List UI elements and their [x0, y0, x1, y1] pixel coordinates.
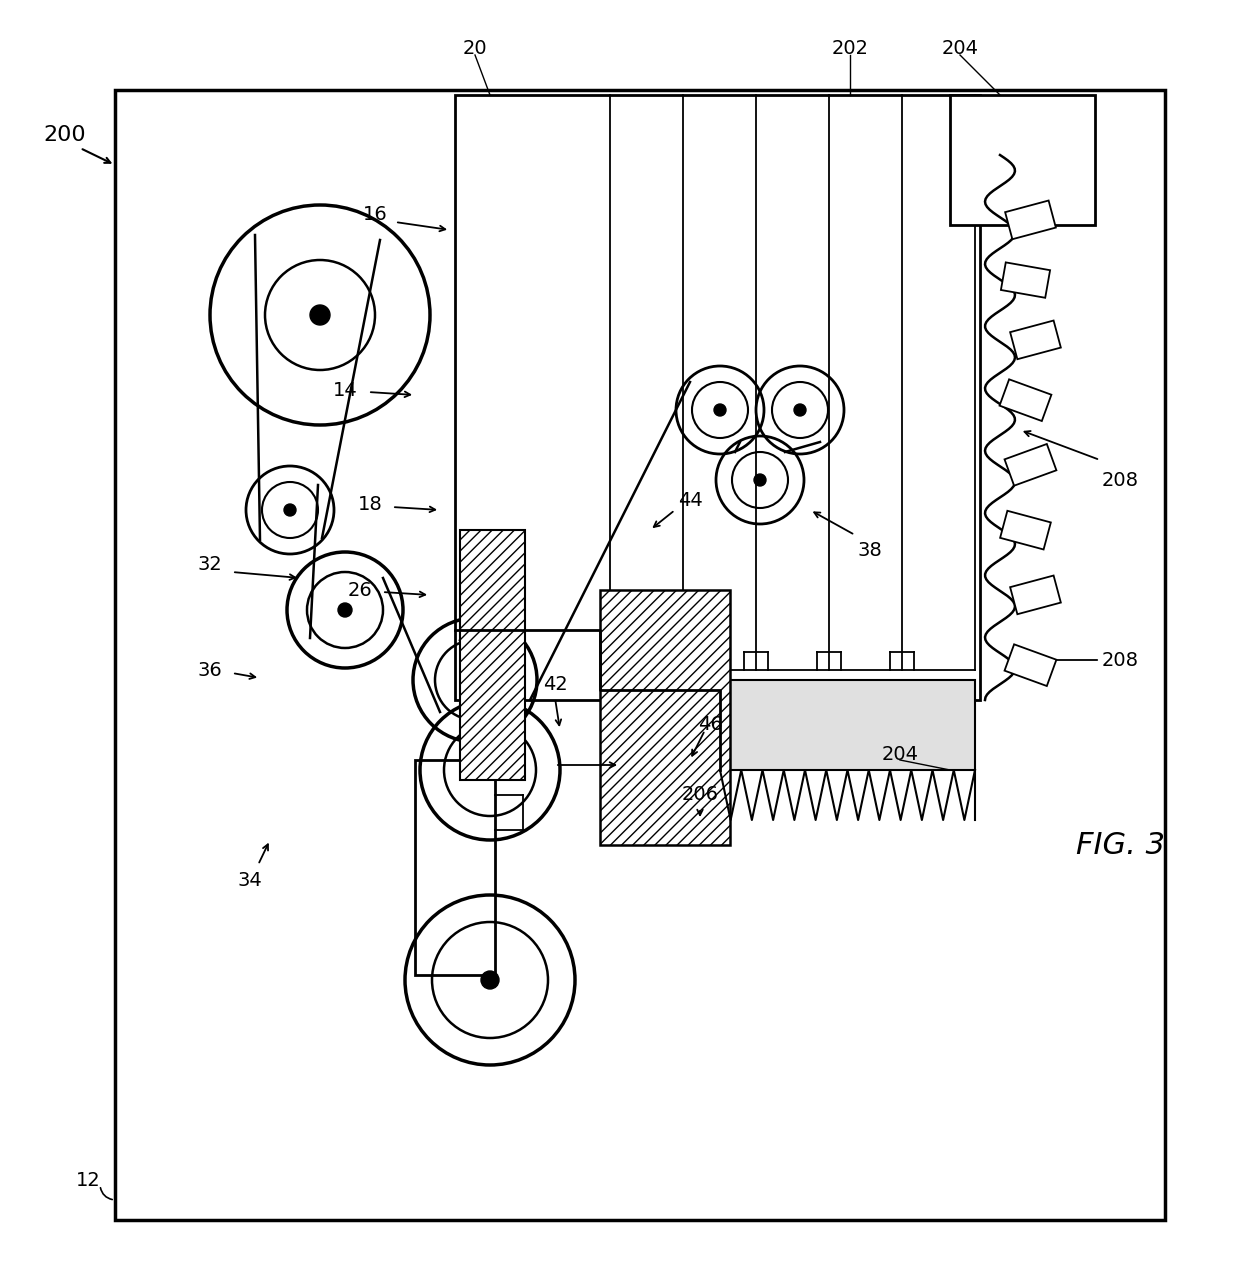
Circle shape: [482, 762, 498, 778]
Bar: [1001, 262, 1050, 298]
Text: 208: 208: [1101, 651, 1138, 669]
Text: 38: 38: [858, 541, 883, 559]
Text: 206: 206: [682, 785, 718, 804]
Circle shape: [339, 602, 352, 616]
Bar: [1004, 444, 1056, 486]
Circle shape: [794, 404, 806, 416]
Text: 200: 200: [43, 125, 87, 145]
Bar: [1001, 510, 1050, 550]
Bar: [460, 530, 525, 780]
Text: 42: 42: [543, 675, 568, 694]
Text: 36: 36: [197, 660, 222, 679]
Text: FIG. 3: FIG. 3: [1075, 830, 1164, 859]
Bar: [1011, 576, 1061, 614]
Bar: [455, 95, 980, 700]
Text: 12: 12: [76, 1170, 100, 1189]
Bar: [950, 95, 1095, 225]
Text: 32: 32: [197, 555, 222, 574]
Bar: [1011, 321, 1061, 359]
Text: 18: 18: [357, 495, 382, 514]
Text: 204: 204: [882, 746, 919, 765]
Circle shape: [754, 475, 766, 486]
Bar: [720, 680, 975, 770]
Text: 20: 20: [463, 38, 487, 58]
Text: 34: 34: [238, 871, 263, 889]
Circle shape: [675, 760, 715, 799]
Circle shape: [481, 971, 498, 989]
Text: 16: 16: [362, 206, 387, 225]
Text: 46: 46: [698, 715, 723, 734]
Bar: [1004, 645, 1056, 686]
Bar: [1006, 201, 1055, 239]
Bar: [115, 90, 1166, 1220]
Text: 202: 202: [832, 38, 868, 58]
Circle shape: [310, 304, 330, 325]
Text: 26: 26: [347, 581, 372, 600]
Text: 204: 204: [941, 38, 978, 58]
Circle shape: [284, 504, 296, 515]
Circle shape: [467, 671, 484, 688]
Text: 208: 208: [1101, 471, 1138, 490]
Bar: [999, 380, 1052, 421]
Bar: [415, 760, 495, 975]
Text: 44: 44: [677, 491, 702, 509]
Text: 14: 14: [332, 380, 357, 399]
Bar: [600, 590, 730, 845]
Circle shape: [714, 404, 725, 416]
